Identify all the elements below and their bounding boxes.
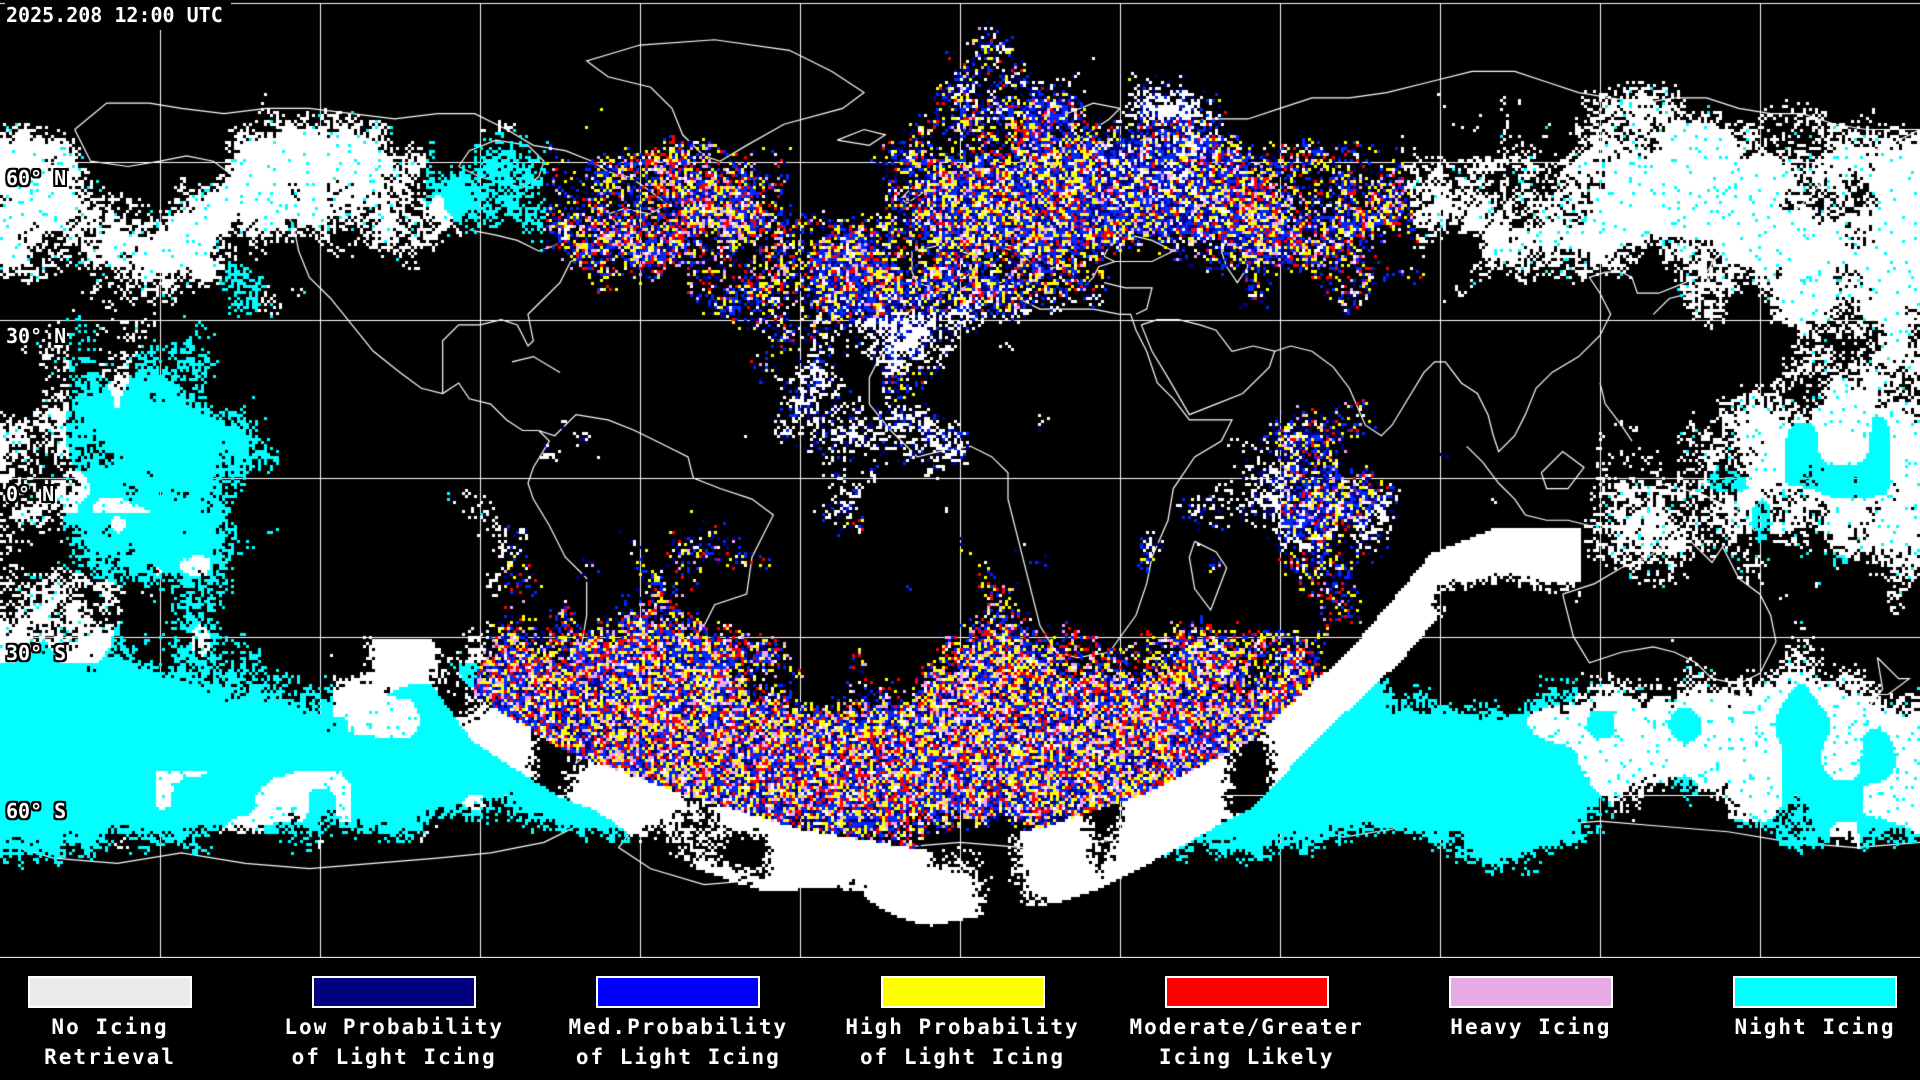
timestamp: 2025.208 12:00 UTC <box>5 2 231 30</box>
legend-label: Night Icing <box>1734 1015 1896 1039</box>
latitude-label: 60° S <box>6 799 67 823</box>
legend-item: Med.Probability of Light Icing <box>536 958 820 1072</box>
legend-item: Low Probability of Light Icing <box>252 958 536 1072</box>
legend-swatch <box>1164 976 1329 1008</box>
legend-swatch <box>880 976 1045 1008</box>
legend-item: Heavy Icing <box>1389 958 1673 1042</box>
legend-label: High Probability of Light Icing <box>845 1015 1080 1069</box>
latitude-label: 30° S <box>6 641 67 665</box>
legend-swatch <box>1448 976 1613 1008</box>
legend-label: Low Probability of Light Icing <box>284 1015 504 1069</box>
legend-item: No Icing Retrieval <box>0 958 252 1072</box>
latitude-label: 30° N <box>6 324 67 348</box>
legend-swatch <box>312 976 477 1008</box>
latitude-label: 0° N <box>6 482 55 506</box>
legend-item: Night Icing <box>1673 958 1920 1042</box>
legend: No Icing Retrieval Low Probability of Light… <box>0 958 1920 1080</box>
legend-swatch <box>28 976 192 1008</box>
legend-label: No Icing Retrieval <box>44 1015 176 1069</box>
legend-label: Heavy Icing <box>1450 1015 1612 1039</box>
legend-label: Moderate/Greater Icing Likely <box>1129 1015 1364 1069</box>
world-icing-map <box>0 0 1920 958</box>
legend-label: Med.Probability of Light Icing <box>568 1015 789 1069</box>
legend-item: High Probability of Light Icing <box>821 958 1105 1072</box>
legend-swatch <box>1733 976 1898 1008</box>
legend-swatch <box>596 976 761 1008</box>
latitude-label: 60° N <box>6 166 67 190</box>
legend-item: Moderate/Greater Icing Likely <box>1105 958 1389 1072</box>
